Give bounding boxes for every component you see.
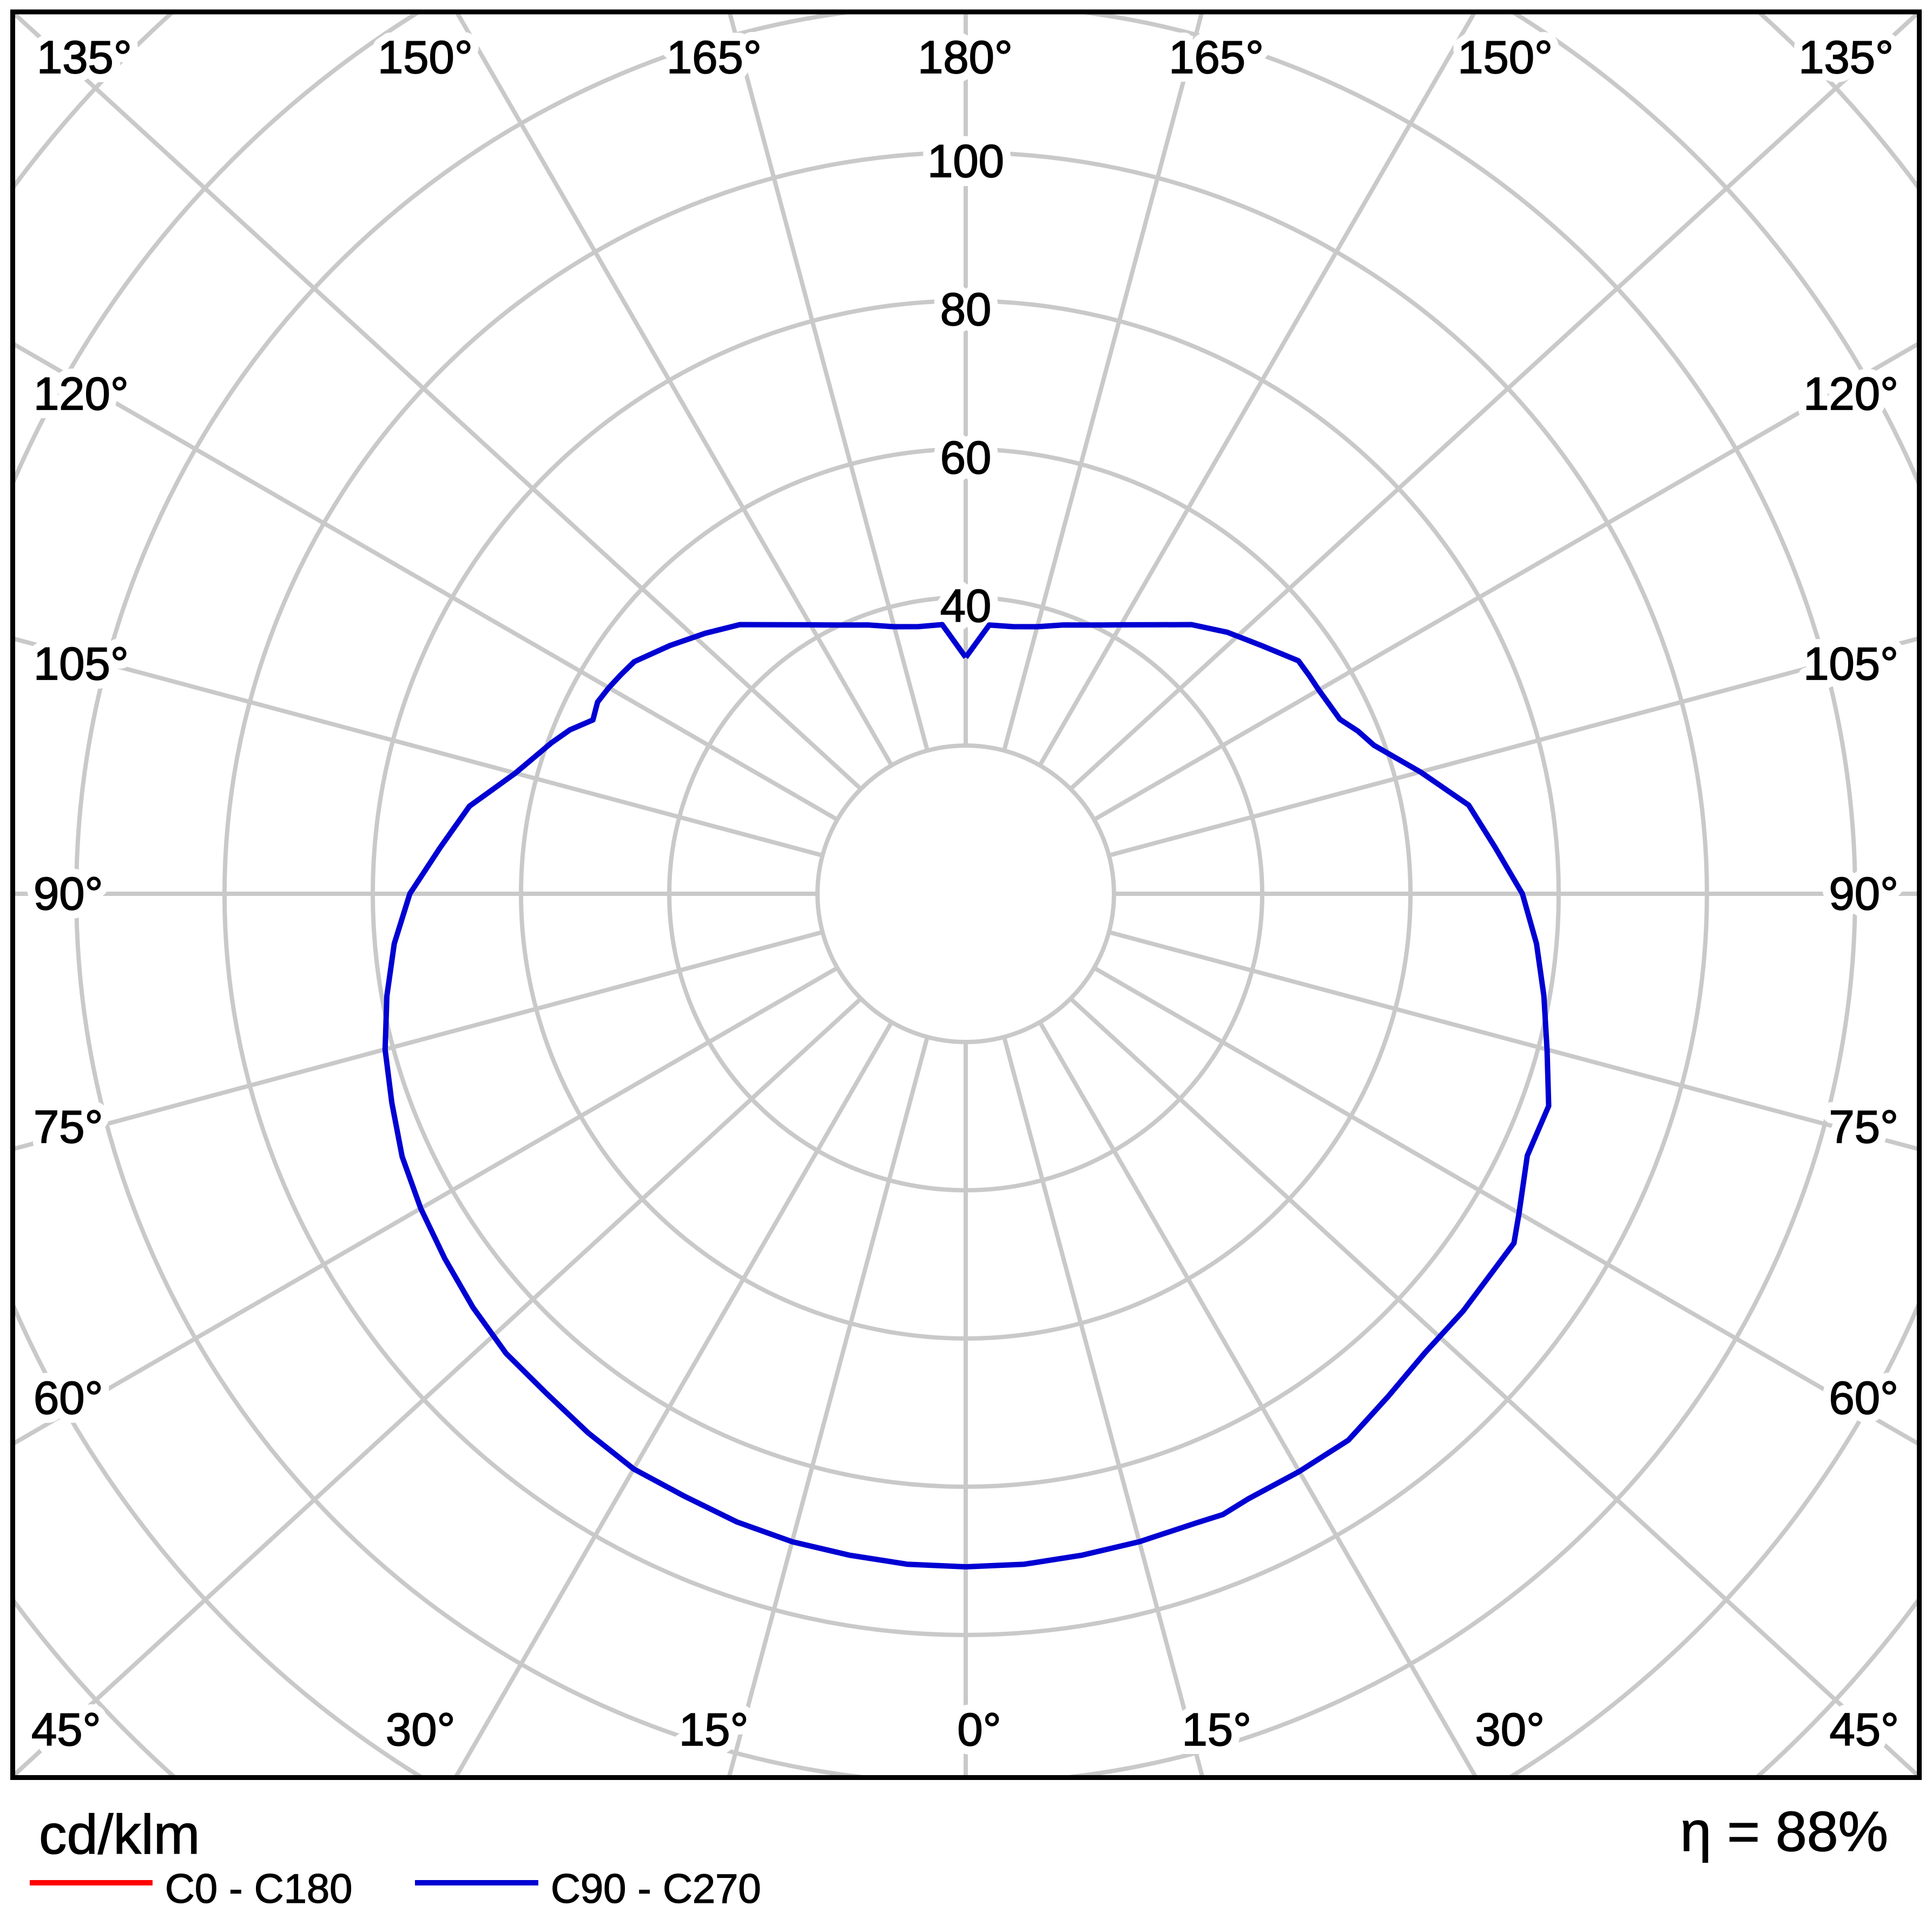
svg-text:165°: 165°: [1169, 32, 1264, 83]
svg-text:60: 60: [940, 432, 992, 484]
svg-text:45°: 45°: [1829, 1704, 1899, 1756]
svg-text:135°: 135°: [37, 32, 132, 83]
svg-text:105°: 105°: [1803, 638, 1898, 690]
svg-text:15°: 15°: [1182, 1704, 1251, 1756]
svg-text:120°: 120°: [1803, 368, 1898, 420]
svg-text:150°: 150°: [378, 32, 473, 83]
svg-text:60: 60: [940, 432, 992, 484]
svg-text:15°: 15°: [679, 1704, 749, 1756]
svg-text:135°: 135°: [1798, 32, 1894, 83]
svg-text:80: 80: [940, 284, 992, 335]
svg-text:90°: 90°: [34, 868, 103, 920]
svg-text:135°: 135°: [1798, 32, 1894, 83]
svg-text:0°: 0°: [957, 1704, 1001, 1756]
svg-text:75°: 75°: [1829, 1102, 1898, 1153]
svg-text:30°: 30°: [1475, 1704, 1545, 1756]
svg-text:60°: 60°: [34, 1373, 103, 1424]
svg-text:75°: 75°: [1829, 1102, 1898, 1153]
svg-text:60°: 60°: [34, 1373, 103, 1424]
svg-text:75°: 75°: [34, 1102, 103, 1153]
svg-text:30°: 30°: [386, 1704, 456, 1756]
svg-text:C90 - C270: C90 - C270: [551, 1866, 761, 1912]
svg-text:40: 40: [940, 581, 992, 632]
svg-text:15°: 15°: [1182, 1704, 1251, 1756]
svg-text:45°: 45°: [1829, 1704, 1899, 1756]
svg-text:150°: 150°: [1458, 32, 1553, 83]
svg-text:90°: 90°: [34, 868, 103, 920]
svg-text:105°: 105°: [34, 638, 129, 690]
svg-text:180°: 180°: [918, 32, 1013, 83]
svg-text:150°: 150°: [1458, 32, 1553, 83]
svg-text:15°: 15°: [679, 1704, 749, 1756]
svg-text:150°: 150°: [378, 32, 473, 83]
svg-text:100: 100: [927, 136, 1004, 187]
svg-text:45°: 45°: [31, 1704, 101, 1756]
svg-text:90°: 90°: [1829, 868, 1898, 920]
svg-text:105°: 105°: [1803, 638, 1898, 690]
svg-text:75°: 75°: [34, 1102, 103, 1153]
svg-text:cd/klm: cd/klm: [39, 1803, 200, 1865]
svg-text:C0 - C180: C0 - C180: [165, 1866, 352, 1912]
svg-text:100: 100: [927, 136, 1004, 187]
svg-text:30°: 30°: [386, 1704, 456, 1756]
svg-text:45°: 45°: [31, 1704, 101, 1756]
svg-text:165°: 165°: [1169, 32, 1264, 83]
svg-text:165°: 165°: [667, 32, 762, 83]
svg-text:135°: 135°: [37, 32, 132, 83]
svg-text:120°: 120°: [34, 368, 129, 420]
svg-text:120°: 120°: [34, 368, 129, 420]
svg-text:30°: 30°: [1475, 1704, 1545, 1756]
svg-text:165°: 165°: [667, 32, 762, 83]
svg-text:90°: 90°: [1829, 868, 1898, 920]
svg-text:60°: 60°: [1829, 1373, 1898, 1424]
svg-text:80: 80: [940, 284, 992, 335]
svg-text:120°: 120°: [1803, 368, 1898, 420]
svg-text:180°: 180°: [918, 32, 1013, 83]
svg-text:η = 88%: η = 88%: [1680, 1801, 1888, 1863]
svg-text:0°: 0°: [957, 1704, 1001, 1756]
svg-text:60°: 60°: [1829, 1373, 1898, 1424]
svg-text:105°: 105°: [34, 638, 129, 690]
